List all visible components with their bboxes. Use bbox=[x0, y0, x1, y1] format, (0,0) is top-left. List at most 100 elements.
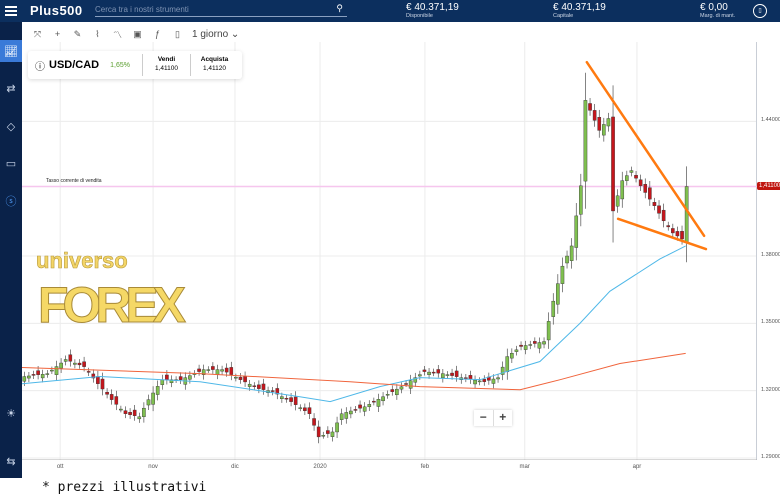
candle bbox=[307, 407, 312, 414]
candle bbox=[238, 376, 243, 380]
switch-icon[interactable]: ⇆ bbox=[6, 455, 16, 468]
candle bbox=[358, 404, 362, 409]
chart-icon[interactable]: 📈︎ bbox=[0, 40, 22, 62]
search-placeholder: Cerca tra i nostri strumenti bbox=[95, 5, 189, 14]
candle bbox=[197, 368, 201, 372]
candle bbox=[680, 231, 684, 240]
timeframe-dropdown[interactable]: 1 giorno ⌄ bbox=[192, 28, 240, 40]
save-icon[interactable]: ▣ bbox=[133, 28, 142, 39]
candle bbox=[546, 321, 551, 341]
candle bbox=[597, 117, 602, 131]
zoom-in-button[interactable]: + bbox=[492, 410, 513, 426]
draw-icon[interactable]: ✎ bbox=[73, 28, 82, 39]
candle bbox=[321, 435, 326, 437]
candle bbox=[611, 116, 615, 212]
sidebar: 📈︎ ⇄ ◇ ▭ ⓢ ☀ ⇆ bbox=[0, 22, 22, 478]
candle bbox=[565, 255, 569, 264]
info-icon[interactable]: ⓘ bbox=[35, 61, 45, 73]
candle bbox=[326, 430, 330, 434]
fullscreen-icon[interactable]: ⤧ bbox=[33, 28, 42, 39]
candle bbox=[50, 369, 54, 372]
timeframe-label: 1 giorno bbox=[192, 28, 229, 40]
instrument-card[interactable]: ⓘ USD/CAD 1,65% Vendi 1,41100 Acquista 1,4… bbox=[28, 51, 242, 79]
brightness-icon[interactable]: ☀ bbox=[6, 407, 16, 420]
candle bbox=[491, 378, 496, 384]
zoom-control: − + bbox=[474, 410, 512, 426]
candle bbox=[243, 376, 247, 383]
function-icon[interactable]: ƒ bbox=[154, 29, 160, 39]
search-icon[interactable]: ⚲ bbox=[336, 3, 343, 13]
current-rate-label: Tasso corrente di vendita bbox=[46, 178, 102, 184]
candle bbox=[109, 394, 114, 400]
candle bbox=[638, 179, 643, 187]
candle bbox=[519, 344, 523, 347]
candle bbox=[224, 367, 229, 373]
account-icon[interactable]: ▯ bbox=[753, 4, 767, 18]
x-tick-label: mar bbox=[519, 464, 530, 470]
buy-button[interactable]: Acquista 1,41120 bbox=[189, 54, 238, 76]
line-chart-icon[interactable]: 〽 bbox=[112, 29, 122, 40]
price-chart[interactable] bbox=[22, 42, 757, 460]
candle bbox=[298, 407, 303, 409]
candle-type-icon[interactable]: ▯ bbox=[175, 28, 180, 39]
candle bbox=[431, 371, 436, 374]
sell-button[interactable]: Vendi 1,41100 bbox=[141, 54, 190, 76]
stat-label: Disponibile bbox=[406, 13, 433, 19]
stat-equity: € 40.371,19 Capitale bbox=[553, 2, 606, 19]
candle bbox=[367, 404, 372, 408]
candle bbox=[477, 380, 482, 383]
candle bbox=[63, 359, 68, 362]
candle bbox=[661, 209, 666, 222]
sell-price: 1,41100 bbox=[154, 65, 178, 72]
indicator-icon[interactable]: ⌇ bbox=[95, 28, 100, 39]
candle bbox=[335, 422, 339, 433]
candle bbox=[537, 342, 542, 349]
candle bbox=[418, 374, 422, 377]
candle bbox=[625, 175, 629, 181]
candle bbox=[436, 369, 441, 374]
trades-icon[interactable]: ⇄ bbox=[6, 82, 16, 95]
candle bbox=[588, 103, 592, 111]
tag-icon[interactable]: ◇ bbox=[6, 120, 16, 133]
candle bbox=[468, 375, 473, 380]
candle bbox=[482, 379, 487, 382]
buy-label: Acquista bbox=[200, 56, 229, 63]
candle bbox=[450, 372, 454, 376]
x-tick-label: 2020 bbox=[313, 464, 327, 470]
candle bbox=[86, 371, 91, 373]
candle bbox=[215, 369, 220, 375]
portfolio-icon[interactable]: ▭ bbox=[5, 157, 17, 170]
candle bbox=[275, 388, 280, 395]
candle bbox=[385, 394, 390, 396]
candle bbox=[381, 396, 385, 402]
candle bbox=[229, 367, 234, 375]
candle bbox=[523, 345, 528, 350]
zoom-out-button[interactable]: − bbox=[479, 410, 487, 424]
y-tick-label: 1.38000 bbox=[761, 252, 780, 259]
candle bbox=[684, 186, 689, 243]
dollar-icon[interactable]: ⓢ bbox=[5, 196, 17, 208]
candle bbox=[556, 283, 560, 305]
stat-margin: € 0,00 Marg. di mant. bbox=[700, 2, 735, 19]
stat-value: € 0,00 bbox=[700, 2, 728, 13]
candle bbox=[454, 370, 459, 377]
crosshair-icon[interactable]: + bbox=[54, 29, 61, 39]
candle bbox=[602, 124, 606, 136]
candle bbox=[395, 388, 399, 396]
y-tick-label: 1.44000 bbox=[761, 117, 780, 124]
candle bbox=[146, 399, 151, 406]
candle bbox=[666, 225, 671, 228]
candle bbox=[303, 407, 307, 411]
candle bbox=[280, 396, 284, 400]
candle bbox=[293, 396, 298, 405]
candle bbox=[151, 392, 155, 405]
universo-forex-watermark: universo FOREX bbox=[36, 248, 187, 326]
candle bbox=[606, 118, 611, 127]
moving-average-line bbox=[22, 245, 686, 403]
x-tick-label: apr bbox=[632, 464, 642, 470]
menu-icon[interactable] bbox=[5, 6, 17, 16]
change-percent: 1,65% bbox=[110, 61, 130, 69]
top-bar: Plus500 Cerca tra i nostri strumenti ⚲ € … bbox=[0, 0, 780, 22]
search-input[interactable]: Cerca tra i nostri strumenti ⚲ bbox=[95, 3, 347, 17]
candle bbox=[312, 418, 316, 426]
